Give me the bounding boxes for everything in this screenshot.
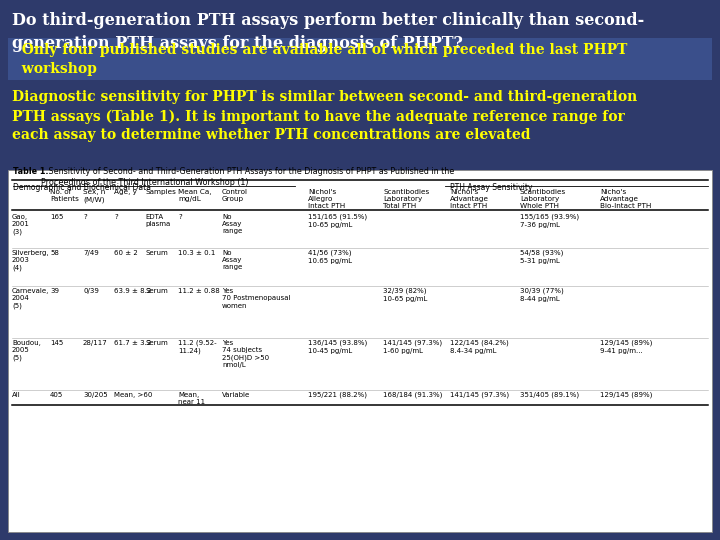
Text: 11.2 ± 0.88: 11.2 ± 0.88 <box>178 288 220 294</box>
Text: EDTA
plasma: EDTA plasma <box>145 214 170 227</box>
Text: No. of
Patients: No. of Patients <box>50 189 79 202</box>
Text: 122/145 (84.2%)
8.4-34 pg/mL: 122/145 (84.2%) 8.4-34 pg/mL <box>450 340 509 354</box>
Text: 7/49: 7/49 <box>83 250 99 256</box>
Text: 145: 145 <box>50 340 63 346</box>
Text: Mean, >60: Mean, >60 <box>114 392 153 398</box>
Text: Serum: Serum <box>145 340 168 346</box>
Text: Samples: Samples <box>145 189 176 195</box>
Text: Scantibodies
Laboratory
Total PTH: Scantibodies Laboratory Total PTH <box>383 189 429 210</box>
Text: Boudou,
2005
(5): Boudou, 2005 (5) <box>12 340 41 361</box>
Text: Demographic and Biochemical Data: Demographic and Biochemical Data <box>13 183 151 192</box>
Text: Control
Group: Control Group <box>222 189 248 202</box>
Text: Sex, n
(M/W): Sex, n (M/W) <box>83 189 105 202</box>
Text: No
Assay
range: No Assay range <box>222 214 243 234</box>
Text: ?: ? <box>114 214 118 220</box>
Text: Do third-generation PTH assays perform better clinically than second-
generation: Do third-generation PTH assays perform b… <box>12 12 644 52</box>
Text: 165: 165 <box>50 214 63 220</box>
Text: 405: 405 <box>50 392 63 398</box>
Text: PTH Assay Sensitivity: PTH Assay Sensitivity <box>450 183 533 192</box>
Text: Diagnostic sensitivity for PHPT is similar between second- and third-generation
: Diagnostic sensitivity for PHPT is simil… <box>12 90 637 143</box>
Text: Serum: Serum <box>145 288 168 294</box>
Text: Gao,
2001
(3): Gao, 2001 (3) <box>12 214 30 235</box>
Text: Serum: Serum <box>145 250 168 256</box>
Text: Yes
70 Postmenopausal
women: Yes 70 Postmenopausal women <box>222 288 290 308</box>
Text: 39: 39 <box>50 288 59 294</box>
Text: 141/145 (97.3%)
1-60 pg/mL: 141/145 (97.3%) 1-60 pg/mL <box>383 340 442 354</box>
Text: 10.3 ± 0.1: 10.3 ± 0.1 <box>178 250 215 256</box>
Text: 351/405 (89.1%): 351/405 (89.1%) <box>520 392 579 399</box>
Text: 30/205: 30/205 <box>83 392 107 398</box>
Text: 61.7 ± 3.2: 61.7 ± 3.2 <box>114 340 151 346</box>
Text: Nichol's
Allegro
Intact PTH: Nichol's Allegro Intact PTH <box>308 189 346 210</box>
Text: 32/39 (82%)
10-65 pg/mL: 32/39 (82%) 10-65 pg/mL <box>383 288 428 302</box>
Text: Carnevale,
2004
(5): Carnevale, 2004 (5) <box>12 288 50 309</box>
Text: 129/145 (89%)
9-41 pg/m...: 129/145 (89%) 9-41 pg/m... <box>600 340 652 354</box>
Text: Table 1.: Table 1. <box>13 167 48 176</box>
Text: Mean Ca,
mg/dL: Mean Ca, mg/dL <box>178 189 212 202</box>
Text: 151/165 (91.5%)
10-65 pg/mL: 151/165 (91.5%) 10-65 pg/mL <box>308 214 367 228</box>
Text: No
Assay
range: No Assay range <box>222 250 243 271</box>
Text: Nicho's
Advantage
Bio-Intact PTH: Nicho's Advantage Bio-Intact PTH <box>600 189 652 210</box>
Text: ?: ? <box>83 214 86 220</box>
Text: 63.9 ± 8.2: 63.9 ± 8.2 <box>114 288 151 294</box>
Text: Sensitivity of Second- and Third-Generation PTH Assays for the Diagnosis of PHPT: Sensitivity of Second- and Third-Generat… <box>41 167 454 187</box>
Text: 54/58 (93%)
5-31 pg/mL: 54/58 (93%) 5-31 pg/mL <box>520 250 563 264</box>
Text: 155/165 (93.9%)
7-36 pg/mL: 155/165 (93.9%) 7-36 pg/mL <box>520 214 579 228</box>
Text: Age, y: Age, y <box>114 189 137 195</box>
Text: 58: 58 <box>50 250 59 256</box>
Text: Silverberg,
2003
(4): Silverberg, 2003 (4) <box>12 250 50 271</box>
Text: ?: ? <box>178 214 181 220</box>
FancyBboxPatch shape <box>8 38 712 80</box>
Text: Variable: Variable <box>222 392 251 398</box>
Text: Nichol's
Advantage
Intact PTH: Nichol's Advantage Intact PTH <box>450 189 489 210</box>
Text: 195/221 (88.2%): 195/221 (88.2%) <box>308 392 367 399</box>
Text: 30/39 (77%)
8-44 pg/mL: 30/39 (77%) 8-44 pg/mL <box>520 288 564 302</box>
Text: 129/145 (89%): 129/145 (89%) <box>600 392 652 399</box>
Text: All: All <box>12 392 21 398</box>
Text: Mean,
near 11: Mean, near 11 <box>178 392 205 405</box>
Text: 0/39: 0/39 <box>83 288 99 294</box>
Text: 41/56 (73%)
10.65 pg/mL: 41/56 (73%) 10.65 pg/mL <box>308 250 352 264</box>
Text: 141/145 (97.3%): 141/145 (97.3%) <box>450 392 509 399</box>
Text: 168/184 (91.3%): 168/184 (91.3%) <box>383 392 442 399</box>
Text: Scantibodies
Laboratory
Whole PTH: Scantibodies Laboratory Whole PTH <box>520 189 566 210</box>
Text: 11.2 (9.52-
11.24): 11.2 (9.52- 11.24) <box>178 340 217 354</box>
Text: 60 ± 2: 60 ± 2 <box>114 250 138 256</box>
Text: Yes
74 subjects
25(OH)D >50
nmol/L: Yes 74 subjects 25(OH)D >50 nmol/L <box>222 340 269 368</box>
Text: 136/145 (93.8%)
10-45 pg/mL: 136/145 (93.8%) 10-45 pg/mL <box>308 340 367 354</box>
FancyBboxPatch shape <box>8 170 712 532</box>
Text: 28/117: 28/117 <box>83 340 108 346</box>
Text: Only four published studies are available all of which preceded the last PHPT
  : Only four published studies are availabl… <box>12 43 627 76</box>
